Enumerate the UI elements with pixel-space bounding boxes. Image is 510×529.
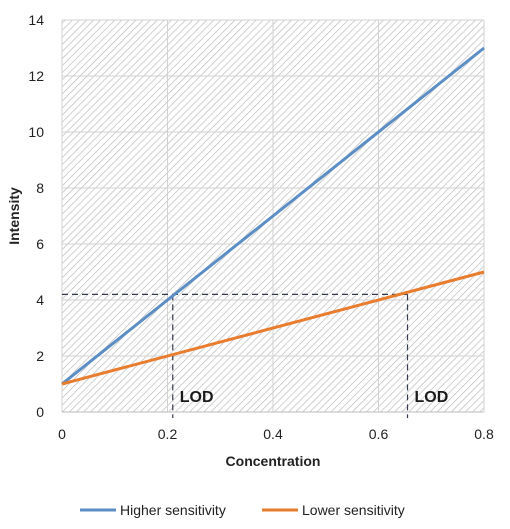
series-lines	[61, 46, 485, 386]
lod-guides	[62, 293, 409, 418]
x-tick-label: 0.8	[474, 426, 494, 442]
watermark: 知乎 @同方分析黄工	[366, 481, 496, 498]
lod-label: LOD	[415, 389, 449, 406]
series-line	[61, 46, 485, 386]
y-tick-label: 8	[36, 180, 44, 196]
y-tick-label: 12	[28, 68, 44, 84]
y-tick-label: 0	[36, 404, 44, 420]
legend-label: Higher sensitivity	[120, 502, 226, 518]
y-axis-tick-labels: 0 2 4 6 8 10 12 14	[28, 12, 44, 420]
legend-label: Lower sensitivity	[302, 502, 405, 518]
y-tick-label: 10	[28, 124, 44, 140]
y-tick-label: 4	[36, 292, 44, 308]
x-tick-label: 0.4	[263, 426, 283, 442]
y-axis-title: Intensity	[6, 187, 22, 245]
legend: Higher sensitivity Lower sensitivity	[80, 502, 405, 518]
series-line	[61, 270, 485, 386]
lod-labels: LOD LOD	[180, 389, 449, 406]
y-tick-label: 6	[36, 236, 44, 252]
x-tick-label: 0.6	[369, 426, 389, 442]
x-axis-title: Concentration	[226, 453, 321, 469]
x-axis-tick-labels: 0 0.2 0.4 0.6 0.8	[58, 426, 494, 442]
y-tick-label: 14	[28, 12, 44, 28]
x-tick-label: 0.2	[158, 426, 178, 442]
y-tick-label: 2	[36, 348, 44, 364]
x-tick-label: 0	[58, 426, 66, 442]
lod-label: LOD	[180, 389, 214, 406]
